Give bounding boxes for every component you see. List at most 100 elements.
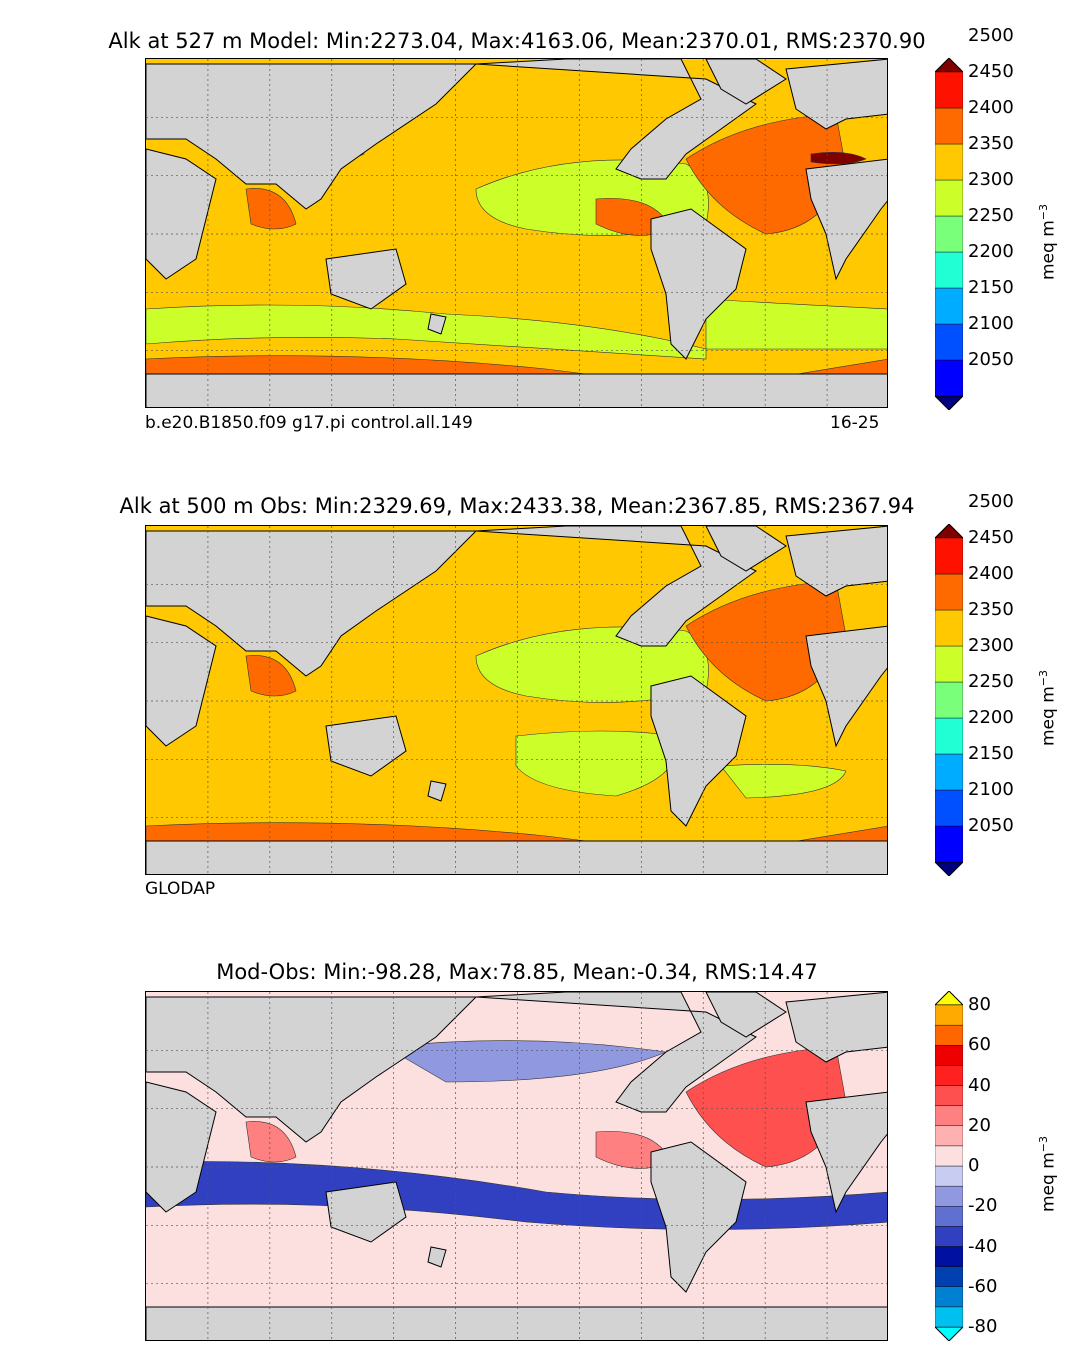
colorbar-extend-min [933,1326,965,1342]
colorbar-segment [934,573,964,611]
land-africa [146,615,217,747]
land-europe [785,992,887,1063]
panel3-colorbar-units: meq m−3 [1037,1136,1059,1212]
colorbar-segment [934,1065,964,1086]
panel3-map-svg [146,992,887,1340]
colorbar-tick-label: 2250 [968,205,1014,226]
land-north-america [475,59,757,180]
land-new-zealand [427,313,447,335]
panel2-colorbar [933,523,965,877]
colorbar-extend-min [933,395,965,411]
panel2-map-svg [146,526,887,874]
colorbar-tick-label: -80 [968,1316,998,1337]
colorbar-tick-label: -60 [968,1275,998,1297]
land-australia [325,248,407,310]
land-africa-east [805,625,887,748]
region-south-atlantic-band [705,298,887,350]
land-antarctica [146,840,887,874]
colorbar-tick-label: 2150 [968,277,1014,298]
colorbar-tick-label: 2200 [968,241,1014,262]
panel2-colorbar-units: meq m−3 [1037,670,1059,746]
colorbar-tick-label: 20 [968,1114,991,1136]
colorbar-tick-label: -40 [968,1235,998,1257]
colorbar-tick-label: 2500 [968,491,1014,512]
colorbar-tick-label: 2050 [968,815,1014,836]
colorbar-segment [934,1226,964,1247]
colorbar-tick-label: 2450 [968,61,1014,82]
colorbar-extend-max [933,523,965,539]
colorbar-tick-label: 2300 [968,169,1014,190]
colorbar-segment [934,1206,964,1227]
panel1-caption-left: b.e20.B1850.f09 g17.pi control.all.149 [145,413,473,433]
land-south-america [650,1141,747,1293]
land-australia [325,1181,407,1243]
colorbar-tick-label: 40 [968,1074,991,1096]
colorbar-tick-label: 2450 [968,527,1014,548]
colorbar-segment [934,107,964,145]
land-south-america [650,208,747,360]
panel1-map [145,58,888,408]
colorbar-tick-label: 2150 [968,743,1014,764]
colorbar-tick-label: 2100 [968,779,1014,800]
colorbar-segment [934,143,964,181]
colorbar-segment [934,1306,964,1328]
region-south-atlantic [720,764,847,799]
colorbar-tick-label: 2300 [968,635,1014,656]
panel1-title: Alk at 527 m Model: Min:2273.04, Max:416… [108,29,926,53]
colorbar-segment [934,287,964,325]
colorbar-segment [934,359,964,397]
colorbar-tick-label: 2400 [968,97,1014,118]
colorbar-segment [934,1185,964,1207]
land-north-america [475,992,757,1113]
colorbar-segment [934,1085,964,1106]
panel1-colorbar-units: meq m−3 [1037,204,1059,280]
land-greenland [705,526,787,572]
colorbar-segment [934,1105,964,1126]
land-antarctica [146,1306,887,1340]
region-arabian-sea [245,188,297,230]
land-africa [146,148,217,280]
land-new-zealand [427,780,447,802]
colorbar-tick-label: 2400 [968,563,1014,584]
colorbar-segment [934,71,964,109]
colorbar-tick-label: 2350 [968,599,1014,620]
colorbar-segment [934,1266,964,1287]
colorbar-segment [934,215,964,253]
colorbar-segment [934,1004,964,1026]
panel3-title: Mod-Obs: Min:-98.28, Max:78.85, Mean:-0.… [216,960,818,984]
colorbar-segment [934,645,964,683]
colorbar-segment [934,1286,964,1308]
panel2-map [145,525,888,875]
land-africa-east [805,1091,887,1214]
region-arabian-sea [245,1121,297,1163]
land-europe [785,526,887,597]
colorbar-extend-max [933,990,965,1006]
colorbar-segment [934,609,964,647]
land-africa [146,1081,217,1213]
colorbar-segment [934,681,964,719]
colorbar-segment [934,323,964,361]
colorbar-tick-label: 2250 [968,671,1014,692]
colorbar-segment [934,1125,964,1147]
colorbar-segment [934,1165,964,1187]
colorbar-segment [934,1045,964,1066]
land-africa-east [805,158,887,281]
land-greenland [705,59,787,105]
colorbar-segment [934,1145,964,1167]
colorbar-segment [934,537,964,575]
panel2-title: Alk at 500 m Obs: Min:2329.69, Max:2433.… [119,494,915,518]
land-greenland [705,992,787,1038]
colorbar-segment [934,251,964,289]
panel1-colorbar [933,57,965,411]
land-europe [785,59,887,130]
colorbar-tick-label: 2100 [968,313,1014,334]
land-new-zealand [427,1246,447,1268]
panel2-caption-left: GLODAP [145,879,216,899]
colorbar-tick-label: 80 [968,994,991,1015]
land-south-america [650,675,747,827]
colorbar-segment [934,1024,964,1046]
region-southern-ocean-band [146,304,707,360]
panel1-caption-right: 16-25 [830,413,880,433]
region-mediterranean [810,152,867,165]
region-arabian-sea [245,655,297,697]
